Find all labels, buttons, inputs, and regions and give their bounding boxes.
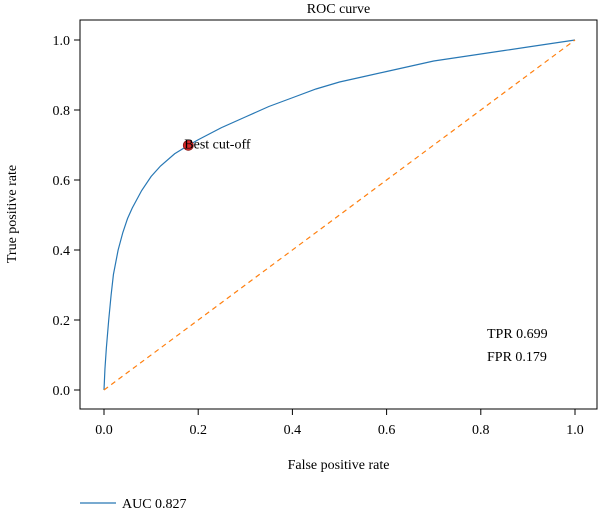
x-tick-label-1: 0.2 <box>189 423 207 438</box>
y-axis-ticks: 0.0 0.2 0.4 0.6 0.8 1.0 <box>53 34 80 399</box>
legend: AUC 0.827 <box>80 497 187 512</box>
y-tick-label-2: 0.4 <box>53 244 71 259</box>
tpr-annotation: TPR 0.699 <box>487 327 548 342</box>
y-tick-label-3: 0.6 <box>53 174 71 189</box>
y-tick-label-0: 0.0 <box>53 384 71 399</box>
x-tick-label-5: 1.0 <box>566 423 584 438</box>
diagonal-reference-line <box>103 39 576 391</box>
x-tick-label-0: 0.0 <box>95 423 113 438</box>
fpr-annotation: FPR 0.179 <box>487 350 547 365</box>
y-tick-label-1: 0.2 <box>53 314 71 329</box>
y-axis-label: True positive rate <box>5 165 20 263</box>
y-tick-label-5: 1.0 <box>53 34 71 49</box>
x-tick-label-3: 0.6 <box>378 423 396 438</box>
x-tick-label-2: 0.4 <box>284 423 302 438</box>
y-tick-label-4: 0.8 <box>53 104 71 119</box>
best-cutoff-label: Best cut-off <box>184 137 251 152</box>
best-cutoff-point <box>182 139 194 151</box>
plot-frame <box>79 19 598 410</box>
points-group: Best cut-off <box>182 137 251 152</box>
roc-curve-line <box>103 39 576 391</box>
chart-title: ROC curve <box>307 2 370 17</box>
legend-label-auc: AUC 0.827 <box>122 497 187 512</box>
x-tick-label-4: 0.8 <box>472 423 490 438</box>
series-group <box>103 39 576 391</box>
x-axis-label: False positive rate <box>288 458 390 473</box>
x-axis-ticks: 0.0 0.2 0.4 0.6 0.8 1.0 <box>95 409 584 438</box>
